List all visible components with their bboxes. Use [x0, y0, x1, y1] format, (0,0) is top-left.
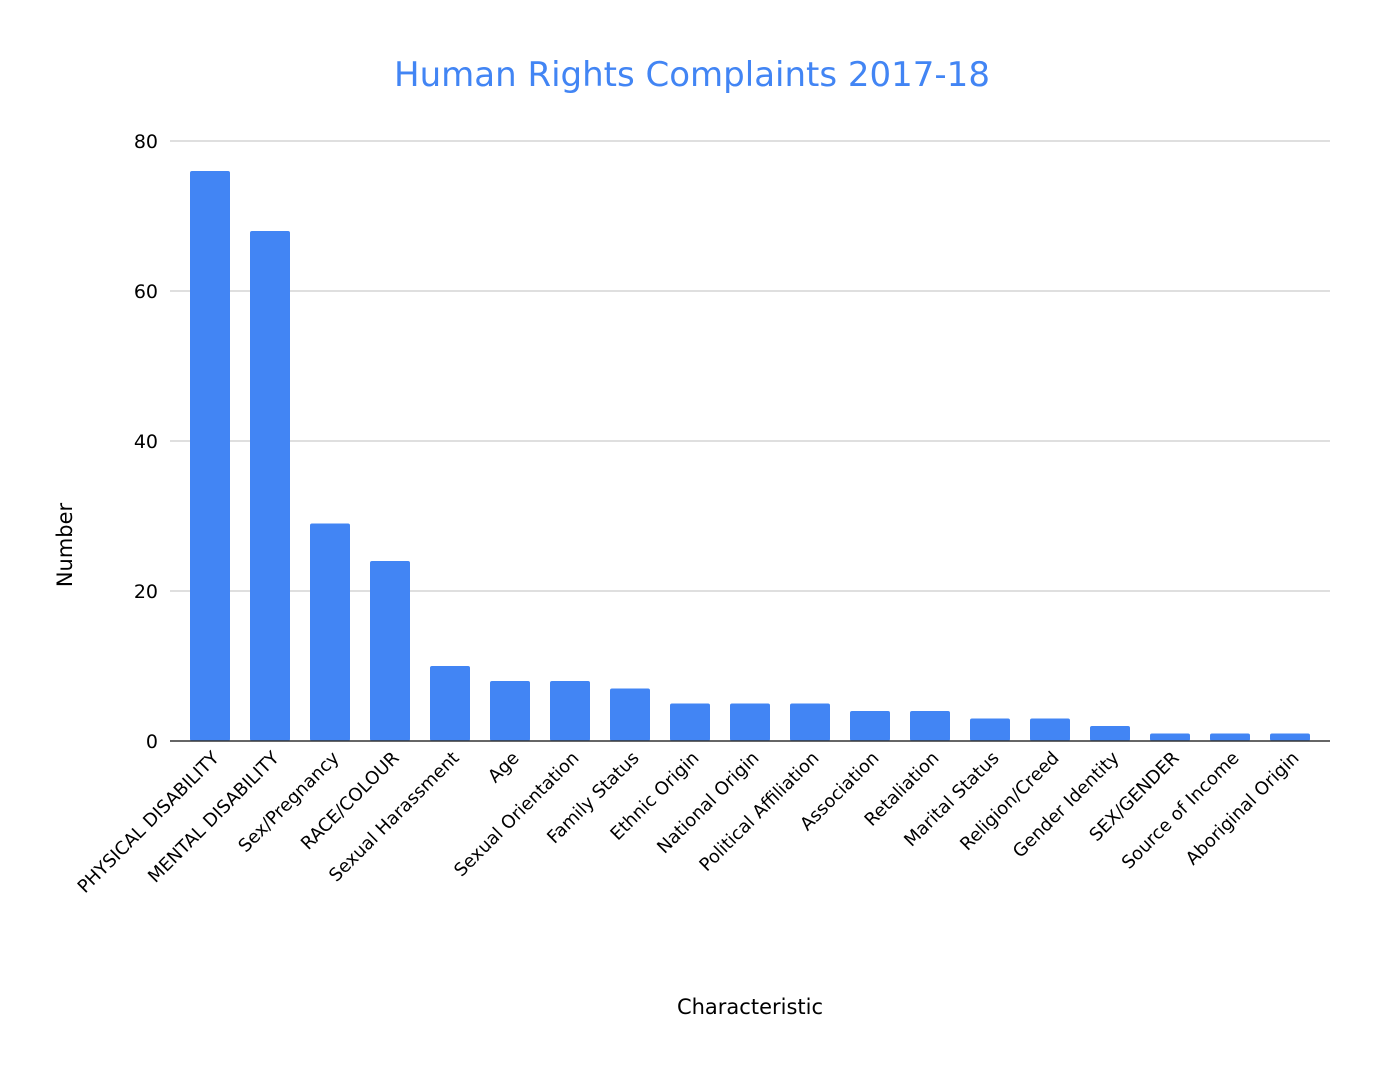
x-tick-label: Aboriginal Origin — [1182, 748, 1304, 870]
bar — [850, 711, 890, 741]
y-tick-label: 60 — [134, 281, 158, 303]
bar — [910, 711, 950, 741]
bar — [550, 681, 590, 741]
chart-title: Human Rights Complaints 2017-18 — [394, 55, 990, 95]
bar — [1210, 733, 1250, 741]
bar — [190, 171, 230, 741]
bar — [430, 666, 470, 741]
bar — [1090, 726, 1130, 741]
bar — [610, 688, 650, 741]
y-tick-label: 80 — [134, 131, 158, 153]
bar — [1030, 718, 1070, 741]
x-tick-label: Sex/Pregnancy — [234, 747, 343, 856]
bar — [490, 681, 530, 741]
bar — [670, 703, 710, 741]
bar — [1150, 733, 1190, 741]
bar — [970, 718, 1010, 741]
y-tick-label: 0 — [146, 731, 158, 753]
y-axis-ticks: 0 20 40 60 80 — [134, 131, 158, 753]
bars — [190, 171, 1310, 741]
x-tick-label: National Origin — [653, 748, 763, 858]
bar — [250, 231, 290, 741]
x-tick-label: Gender Identity — [1009, 747, 1124, 862]
bar — [730, 703, 770, 741]
bar — [370, 561, 410, 741]
bar — [790, 703, 830, 741]
gridlines — [170, 140, 1330, 592]
y-axis-title: Number — [53, 502, 77, 587]
bar — [310, 523, 350, 741]
y-tick-label: 20 — [134, 581, 158, 603]
bar — [1270, 733, 1310, 741]
x-tick-label: Age — [484, 748, 523, 787]
x-axis-title: Characteristic — [677, 995, 823, 1019]
y-tick-label: 40 — [134, 431, 158, 453]
